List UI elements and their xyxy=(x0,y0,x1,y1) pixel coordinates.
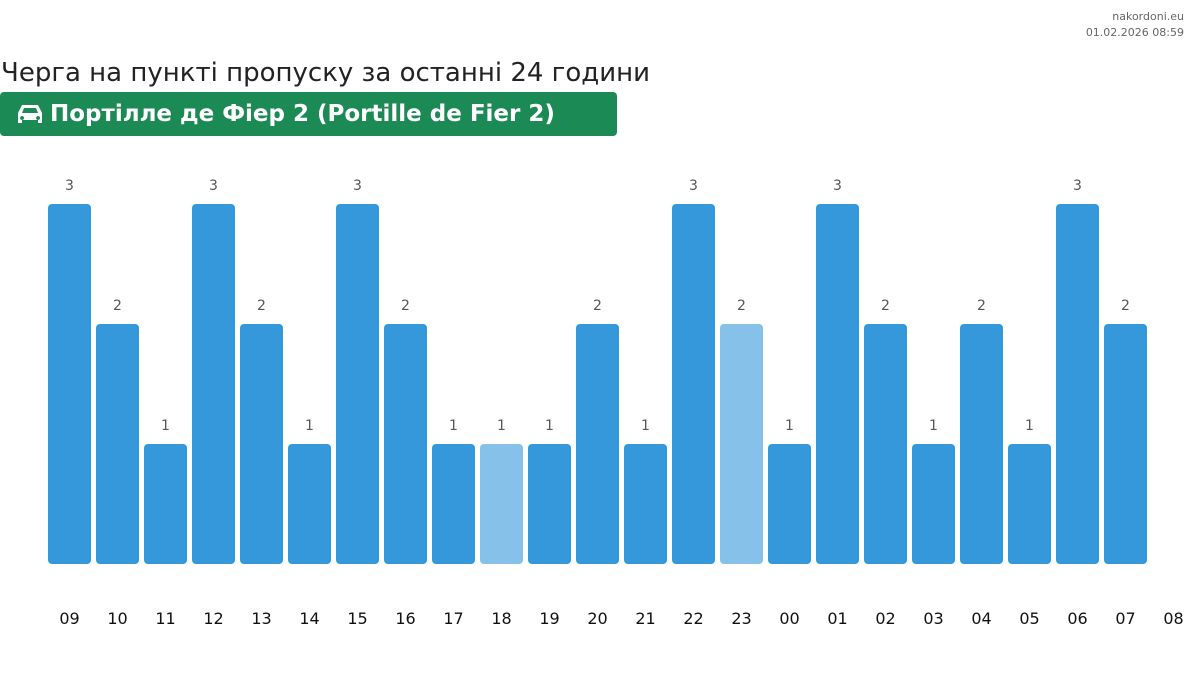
data-label: 3 xyxy=(1073,178,1082,194)
checkpoint-badge: Портілле де Фіер 2 (Portille de Fier 2) xyxy=(0,92,617,136)
x-tick-label: 14 xyxy=(299,609,319,628)
x-tick-label: 05 xyxy=(1019,609,1039,628)
bar-01 xyxy=(816,204,859,564)
data-label: 1 xyxy=(641,418,650,434)
x-tick-label: 22 xyxy=(683,609,703,628)
data-label: 2 xyxy=(593,298,602,314)
x-tick-label: 06 xyxy=(1067,609,1087,628)
x-tick-label: 19 xyxy=(539,609,559,628)
data-label: 2 xyxy=(977,298,986,314)
bar-21 xyxy=(624,444,667,564)
x-tick-label: 03 xyxy=(923,609,943,628)
x-tick-label: 16 xyxy=(395,609,415,628)
data-label: 2 xyxy=(257,298,266,314)
x-tick-label: 11 xyxy=(155,609,175,628)
data-label: 3 xyxy=(65,178,74,194)
x-tick-label: 18 xyxy=(491,609,511,628)
bar-11 xyxy=(144,444,187,564)
x-tick-label: 00 xyxy=(779,609,799,628)
bar-13 xyxy=(240,324,283,564)
x-tick-label: 09 xyxy=(59,609,79,628)
x-tick-label: 23 xyxy=(731,609,751,628)
bar-00 xyxy=(768,444,811,564)
x-tick-label: 13 xyxy=(251,609,271,628)
bar-19 xyxy=(528,444,571,564)
data-label: 3 xyxy=(209,178,218,194)
page-title: Черга на пункті пропуску за останні 24 г… xyxy=(1,58,651,88)
data-label: 1 xyxy=(545,418,554,434)
bar-23 xyxy=(720,324,763,564)
data-label: 2 xyxy=(1121,298,1130,314)
bar-18 xyxy=(480,444,523,564)
bar-09 xyxy=(48,204,91,564)
x-tick-label: 15 xyxy=(347,609,367,628)
bar-17 xyxy=(432,444,475,564)
data-label: 2 xyxy=(881,298,890,314)
x-tick-label: 08 xyxy=(1163,609,1183,628)
bar-07 xyxy=(1104,324,1147,564)
x-tick-label: 02 xyxy=(875,609,895,628)
bar-16 xyxy=(384,324,427,564)
bar-14 xyxy=(288,444,331,564)
x-tick-label: 17 xyxy=(443,609,463,628)
data-label: 2 xyxy=(737,298,746,314)
bar-20 xyxy=(576,324,619,564)
bar-10 xyxy=(96,324,139,564)
x-tick-label: 10 xyxy=(107,609,127,628)
data-label: 3 xyxy=(689,178,698,194)
bar-06 xyxy=(1056,204,1099,564)
bar-02 xyxy=(864,324,907,564)
bar-04 xyxy=(960,324,1003,564)
data-label: 1 xyxy=(161,418,170,434)
data-label: 2 xyxy=(113,298,122,314)
data-label: 3 xyxy=(833,178,842,194)
bar-12 xyxy=(192,204,235,564)
data-label: 3 xyxy=(353,178,362,194)
checkpoint-name: Портілле де Фіер 2 (Portille de Fier 2) xyxy=(50,101,555,127)
data-label: 1 xyxy=(449,418,458,434)
data-label: 1 xyxy=(497,418,506,434)
data-label: 1 xyxy=(785,418,794,434)
bar-15 xyxy=(336,204,379,564)
x-tick-label: 07 xyxy=(1115,609,1135,628)
bar-22 xyxy=(672,204,715,564)
data-label: 2 xyxy=(401,298,410,314)
bar-03 xyxy=(912,444,955,564)
source-info: nakordoni.eu 01.02.2026 08:59 xyxy=(1086,9,1184,41)
timestamp: 01.02.2026 08:59 xyxy=(1085,26,1184,39)
bar-05 xyxy=(1008,444,1051,564)
data-label: 1 xyxy=(305,418,314,434)
car-icon xyxy=(18,105,42,123)
x-tick-label: 21 xyxy=(635,609,655,628)
x-tick-label: 12 xyxy=(203,609,223,628)
x-tick-label: 20 xyxy=(587,609,607,628)
x-tick-label: 01 xyxy=(827,609,847,628)
x-tick-label: 04 xyxy=(971,609,991,628)
data-label: 1 xyxy=(1025,418,1034,434)
data-label: 1 xyxy=(929,418,938,434)
source-site: nakordoni.eu xyxy=(1112,10,1184,23)
